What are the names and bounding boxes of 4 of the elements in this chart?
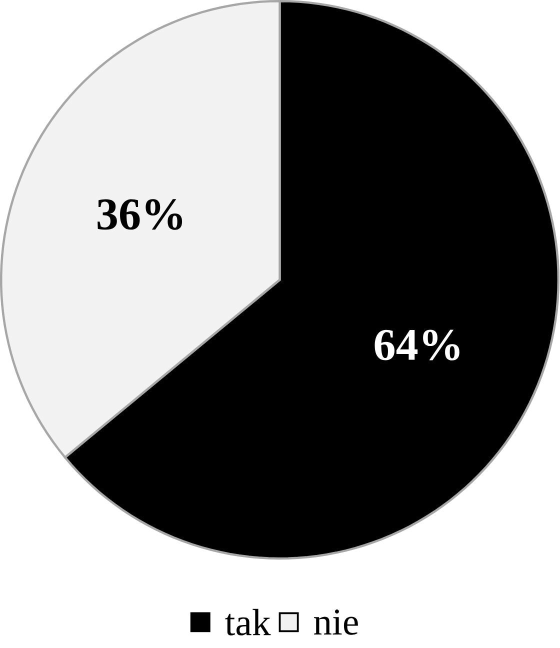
data-label: 64% [374, 330, 460, 360]
data-label: 36% [98, 199, 182, 230]
legend-label: tak [225, 608, 272, 636]
legend-label: nie [314, 610, 358, 635]
